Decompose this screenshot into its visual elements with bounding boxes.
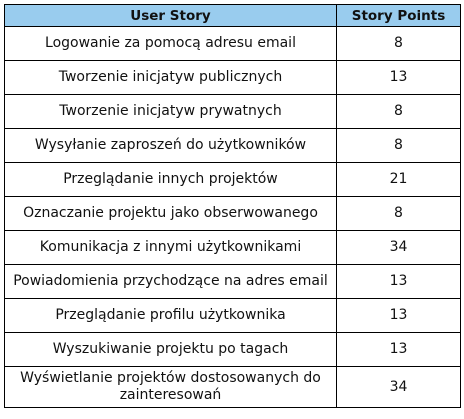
story-points-cell: 34	[336, 230, 461, 265]
table-row: Przeglądanie innych projektów 21	[4, 162, 461, 197]
table-row: Tworzenie inicjatyw publicznych 13	[4, 60, 461, 95]
user-story-cell: Oznaczanie projektu jako obserwowanego	[4, 196, 337, 231]
user-story-cell: Przeglądanie profilu użytkownika	[4, 298, 337, 333]
table-row: Powiadomienia przychodzące na adres emai…	[4, 264, 461, 299]
story-points-cell: 8	[336, 128, 461, 163]
user-story-cell: Wyświetlanie projektów dostosowanych do …	[4, 366, 337, 408]
table-row: Oznaczanie projektu jako obserwowanego 8	[4, 196, 461, 231]
story-points-cell: 8	[336, 26, 461, 61]
story-points-cell: 34	[336, 366, 461, 408]
table-row: Tworzenie inicjatyw prywatnych 8	[4, 94, 461, 129]
table-row: Wyszukiwanie projektu po tagach 13	[4, 332, 461, 367]
table-row: Wysyłanie zaproszeń do użytkowników 8	[4, 128, 461, 163]
user-story-cell: Wysyłanie zaproszeń do użytkowników	[4, 128, 337, 163]
table-row: Komunikacja z innymi użytkownikami 34	[4, 230, 461, 265]
story-points-cell: 21	[336, 162, 461, 197]
story-points-cell: 13	[336, 60, 461, 95]
table-row: Wyświetlanie projektów dostosowanych do …	[4, 366, 461, 408]
story-points-cell: 13	[336, 298, 461, 333]
table-row: Logowanie za pomocą adresu email 8	[4, 26, 461, 61]
story-points-cell: 8	[336, 196, 461, 231]
table-header-row: User Story Story Points	[4, 4, 461, 27]
user-story-cell: Wyszukiwanie projektu po tagach	[4, 332, 337, 367]
column-header-story-points: Story Points	[336, 4, 461, 27]
user-story-cell: Logowanie za pomocą adresu email	[4, 26, 337, 61]
user-story-cell: Tworzenie inicjatyw prywatnych	[4, 94, 337, 129]
user-story-table: User Story Story Points Logowanie za pom…	[4, 4, 461, 408]
story-points-cell: 8	[336, 94, 461, 129]
user-story-cell: Powiadomienia przychodzące na adres emai…	[4, 264, 337, 299]
user-story-cell: Tworzenie inicjatyw publicznych	[4, 60, 337, 95]
column-header-user-story: User Story	[4, 4, 337, 27]
user-story-cell: Komunikacja z innymi użytkownikami	[4, 230, 337, 265]
table-row: Przeglądanie profilu użytkownika 13	[4, 298, 461, 333]
user-story-cell: Przeglądanie innych projektów	[4, 162, 337, 197]
story-points-cell: 13	[336, 264, 461, 299]
story-points-cell: 13	[336, 332, 461, 367]
